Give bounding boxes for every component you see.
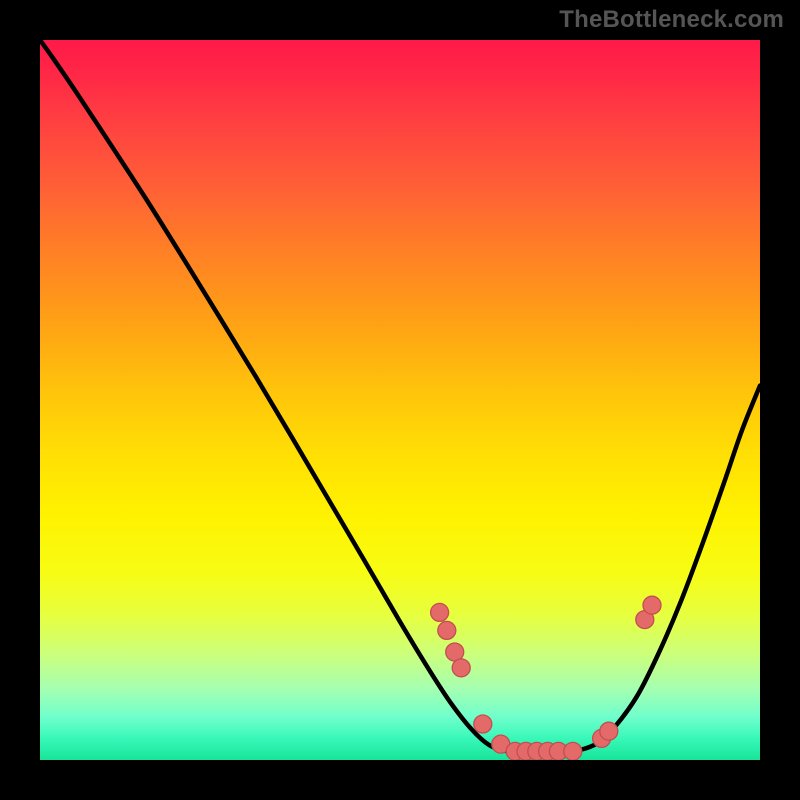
data-point (438, 621, 456, 639)
plot-area (40, 40, 760, 760)
data-point (600, 722, 618, 740)
gradient-background (40, 40, 760, 760)
data-point (452, 659, 470, 677)
data-point (474, 715, 492, 733)
data-point (431, 603, 449, 621)
watermark-text: TheBottleneck.com (559, 6, 784, 34)
chart-svg (40, 40, 760, 760)
data-point (643, 596, 661, 614)
data-point (564, 742, 582, 760)
